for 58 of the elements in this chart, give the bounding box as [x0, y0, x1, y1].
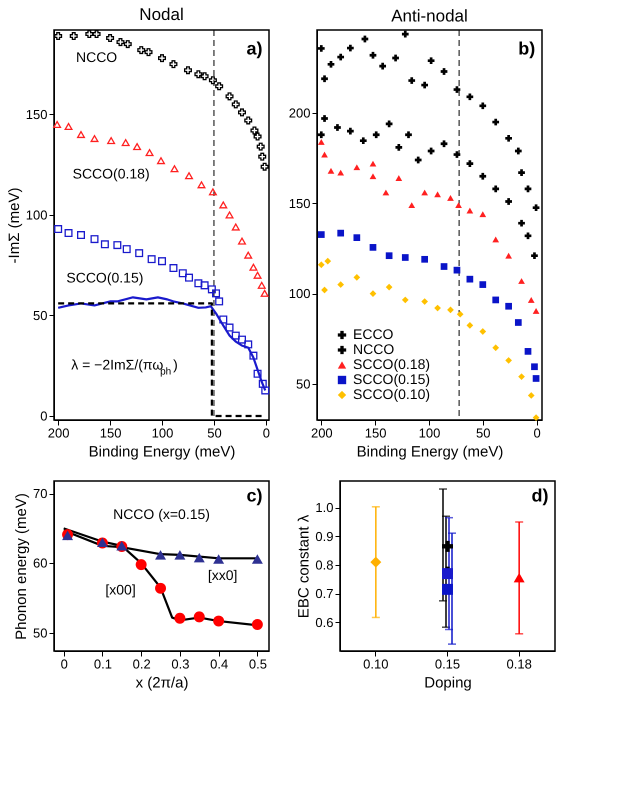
x-tick-label: 50 [476, 426, 491, 440]
x-tick-label: 0.3 [171, 656, 190, 672]
legend-label: ECCO [353, 326, 394, 342]
y-axis-title: EBC constant λ [295, 514, 312, 618]
x-tick-label: 0.5 [248, 656, 267, 672]
y-tick-label: 50 [33, 308, 48, 323]
y-tick-label: 0.9 [315, 528, 334, 544]
series-label: SCCO(0.15) [66, 269, 144, 286]
y-tick-label: 150 [288, 196, 310, 211]
annotation: NCCO (x=0.15) [113, 506, 210, 522]
x-axis-title: x (2π/a) [136, 674, 188, 692]
y-tick-label: 70 [33, 486, 48, 502]
x-tick-label: 0 [262, 426, 270, 440]
x-tick-label: 150 [100, 426, 122, 440]
annotation: b) [518, 38, 536, 58]
x-tick-label: 0 [60, 656, 68, 672]
y-axis-title: Phonon energy (meV) [13, 493, 30, 640]
y-tick-label: 100 [288, 286, 310, 302]
y-tick-label: 0.7 [315, 586, 334, 602]
annotation: a) [246, 38, 263, 58]
x-axis-title: Doping [424, 674, 472, 692]
x-tick-label: 150 [364, 426, 386, 440]
y-tick-label: 1.0 [315, 500, 334, 516]
series-label: NCCO [76, 49, 118, 66]
y-tick-label: 50 [33, 625, 48, 640]
y-tick-label: 0 [40, 408, 48, 424]
x-tick-label: 100 [152, 426, 174, 440]
annotation: c) [246, 485, 263, 506]
x-tick-label: 200 [48, 426, 70, 440]
legend-label: SCCO(0.18) [353, 356, 430, 372]
series-label: [xx0] [208, 567, 238, 584]
y-tick-label: 50 [296, 376, 310, 392]
chart-title: Anti-nodal [391, 6, 468, 26]
series-label: [x00] [105, 581, 136, 598]
x-tick-label: 0 [534, 426, 541, 440]
y-tick-label: 0.8 [315, 557, 334, 572]
x-tick-label: 50 [207, 426, 222, 440]
y-tick-label: 0.6 [315, 614, 334, 630]
chart-title: Nodal [139, 5, 184, 24]
annotation: d) [532, 485, 549, 506]
legend-label: NCCO [353, 341, 394, 357]
x-tick-label: 0.2 [132, 656, 151, 672]
legend-label: SCCO(0.10) [353, 386, 430, 402]
y-tick-label: 150 [26, 106, 48, 122]
x-tick-label: 100 [418, 426, 440, 440]
y-tick-label: 60 [33, 556, 48, 571]
x-tick-label: 0.10 [363, 656, 388, 672]
y-tick-label: 200 [288, 106, 310, 121]
series-label: SCCO(0.18) [72, 166, 150, 182]
x-axis-title: Binding Energy (meV) [356, 444, 504, 460]
x-axis-title: Binding Energy (meV) [88, 444, 236, 460]
x-tick-label: 0.1 [94, 656, 112, 672]
x-tick-label: 0.15 [434, 656, 460, 672]
legend-label: SCCO(0.15) [353, 371, 430, 387]
y-tick-label: 100 [26, 207, 48, 222]
y-axis-title: -ImΣ (meV) [6, 188, 23, 264]
x-tick-label: 0.18 [506, 656, 532, 672]
x-tick-label: 0.4 [210, 656, 228, 672]
